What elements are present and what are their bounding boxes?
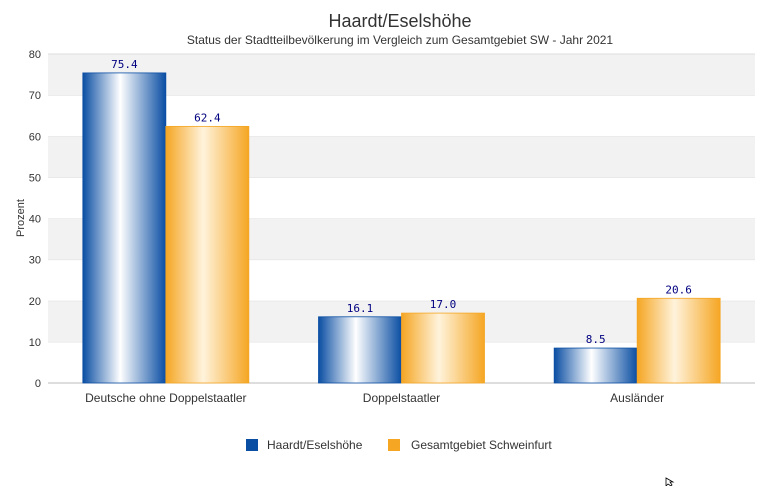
y-tick-label: 50 bbox=[29, 172, 41, 184]
category-label: Deutsche ohne Doppelstaatler bbox=[85, 391, 246, 405]
bars bbox=[82, 72, 721, 384]
bar-value-label: 75.4 bbox=[111, 58, 138, 71]
legend-swatch-schweinfurt bbox=[388, 439, 400, 451]
bar-value-label: 62.4 bbox=[194, 111, 221, 124]
legend: Haardt/Eselshöhe Gesamtgebiet Schweinfur… bbox=[246, 438, 552, 452]
y-tick-label: 60 bbox=[29, 131, 41, 143]
category-labels: Deutsche ohne Doppelstaatler Doppelstaatl… bbox=[85, 391, 664, 405]
bar bbox=[165, 125, 250, 384]
y-tick-label: 10 bbox=[29, 337, 41, 349]
data-labels: 75.4 62.4 16.1 17.0 8.5 20.6 bbox=[111, 58, 692, 346]
cursor-icon bbox=[665, 477, 675, 486]
y-tick-label: 20 bbox=[29, 296, 41, 308]
bar bbox=[636, 297, 721, 384]
bar-value-label: 16.1 bbox=[347, 302, 374, 315]
bar-value-label: 8.5 bbox=[586, 333, 606, 346]
legend-label-haardt: Haardt/Eselshöhe bbox=[267, 438, 363, 452]
category-label: Doppelstaatler bbox=[363, 391, 440, 405]
chart-subtitle: Status der Stadtteilbevölkerung im Vergl… bbox=[187, 33, 614, 47]
y-tick-label: 0 bbox=[35, 378, 41, 390]
bar-value-label: 20.6 bbox=[665, 283, 692, 296]
y-tick-label: 40 bbox=[29, 214, 41, 226]
y-tick-label: 80 bbox=[29, 49, 41, 61]
y-tick-label: 70 bbox=[29, 90, 41, 102]
chart-title: Haardt/Eselshöhe bbox=[328, 11, 471, 31]
category-label: Ausländer bbox=[610, 391, 664, 405]
bar bbox=[401, 312, 485, 384]
y-axis-label: Prozent bbox=[15, 199, 27, 237]
bar bbox=[553, 347, 638, 384]
bar-value-label: 17.0 bbox=[430, 298, 457, 311]
bar bbox=[82, 72, 167, 384]
legend-swatch-haardt bbox=[246, 439, 258, 451]
legend-label-schweinfurt: Gesamtgebiet Schweinfurt bbox=[411, 438, 552, 452]
y-axis-ticks: 0 10 20 30 40 50 60 70 80 bbox=[29, 49, 41, 390]
bar bbox=[318, 316, 402, 384]
y-tick-label: 30 bbox=[29, 255, 41, 267]
